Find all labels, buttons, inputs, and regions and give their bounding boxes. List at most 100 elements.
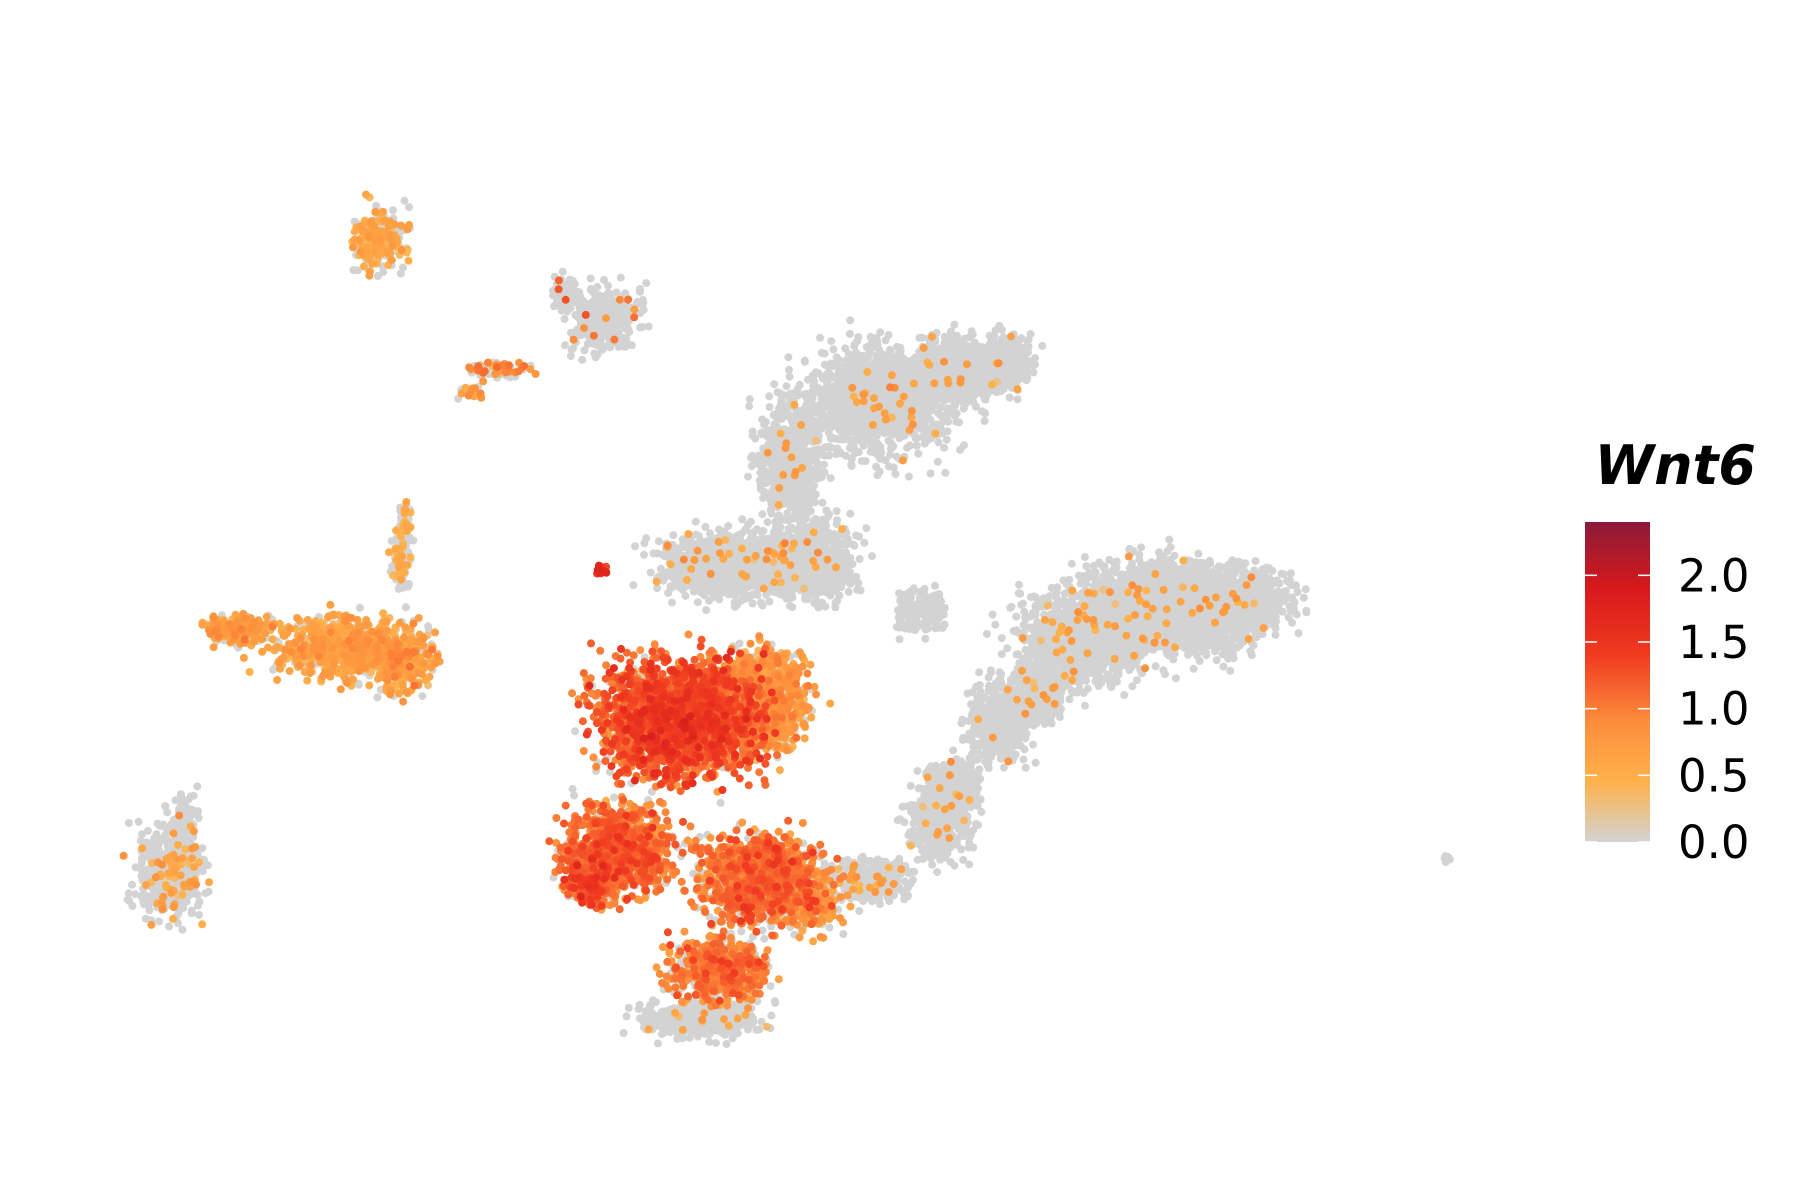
cell-point [614,330,623,338]
cell-point [817,348,826,357]
cell-point [779,391,788,400]
cell-point [826,474,835,483]
cell-point [627,341,636,350]
cell-point [837,421,846,430]
cell-point [921,376,930,384]
cell-point [992,388,1001,397]
cell-point [605,303,614,312]
cell-point [866,347,875,356]
cell-point [349,266,358,274]
cell-point [866,447,875,456]
cell-point [1000,344,1008,353]
cell-point [981,362,990,371]
cell-point [770,440,779,449]
cell-point [856,354,865,363]
cell-point [931,345,940,354]
cell-point [149,888,158,897]
cell-point [962,353,971,362]
cell-point [165,922,174,931]
cell-point [839,435,848,444]
cell-point [189,833,198,842]
cell-point [940,341,949,350]
cell-point [906,441,914,450]
cell-point [765,392,774,401]
cell-point [178,830,187,839]
cell-point [803,474,812,483]
cell-point [896,350,905,359]
cell-point [867,438,875,447]
cell-point [566,352,575,360]
cell-point [394,584,403,593]
cell-point [150,834,159,843]
cell-point [145,900,154,908]
cell-point [842,369,851,378]
cell-point [933,457,942,466]
cell-point [635,287,644,296]
cell-point [847,460,856,469]
cell-point [581,330,590,339]
cell-point [131,863,140,872]
cell-point [600,276,608,284]
cell-point [1008,360,1017,369]
cell-point [124,819,133,827]
cell-point [875,372,884,381]
cell-point [154,917,163,926]
cell-point [819,374,828,383]
cell-point [884,436,893,445]
cell-point [800,440,809,449]
cell-point [793,385,802,394]
cell-point [882,422,890,431]
cell-point [980,417,989,425]
cell-point [881,456,890,465]
cell-point [593,338,602,347]
cell-point [139,894,147,903]
cell-point [770,380,779,389]
cell-point [401,603,410,612]
cell-point [373,693,382,702]
cell-point [841,410,850,419]
cell-point [681,591,690,600]
cell-point [814,462,823,471]
cell-point [881,358,890,367]
cell-point [607,323,616,332]
cell-point [747,462,756,471]
cell-point [748,431,757,440]
cell-point [765,403,774,411]
cell-point [844,350,853,359]
cell-point [823,398,832,407]
cell-point [193,890,202,899]
cell-point [204,887,213,896]
cell-point [839,396,848,405]
cell-point [952,366,961,374]
cell-point [123,895,132,904]
cell-point [884,330,893,339]
cell-point [908,394,917,403]
cell-point [625,328,634,337]
cell-point [785,365,793,374]
cell-point [1026,330,1035,338]
cell-point [799,390,808,399]
cell-point [874,386,882,395]
cell-point [791,514,800,523]
cell-point [959,404,968,413]
cell-point [810,445,819,454]
cell-point [813,421,822,430]
cell-point [568,276,577,285]
cell-point [642,279,651,288]
cell-point [995,322,1004,330]
cell-point [604,281,612,290]
cell-point [142,865,151,874]
cell-point [821,423,830,432]
cell-point [861,422,870,431]
cell-point [772,451,781,460]
cell-point [788,416,796,425]
cell-point [730,598,739,607]
cell-point [738,515,747,524]
cell-point [669,531,678,540]
cell-point [168,837,177,846]
cell-point [845,329,854,338]
cell-point [959,338,968,347]
cell-point [921,397,930,406]
cell-point [782,410,791,419]
cell-point [777,399,786,408]
